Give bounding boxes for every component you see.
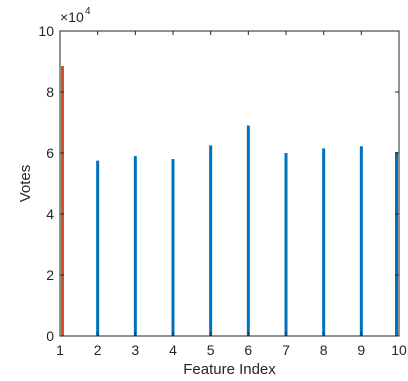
bar-feature-7 (284, 153, 288, 336)
x-tick-label: 8 (320, 342, 328, 358)
bar-feature-9 (359, 146, 363, 336)
y-tick-label: 10 (38, 23, 54, 39)
bars-group (61, 66, 398, 336)
x-tick-label: 3 (131, 342, 139, 358)
bar-feature-4 (171, 159, 175, 336)
y-axis-label: Votes (17, 165, 34, 203)
plot-area-frame (59, 30, 400, 337)
x-tick-label: 9 (357, 342, 365, 358)
bar-feature-6 (246, 125, 250, 336)
x-tick-label: 10 (391, 342, 407, 358)
axes-group (59, 30, 400, 337)
x-axis-label: Feature Index (183, 361, 276, 378)
x-tick-label: 4 (169, 342, 177, 358)
y-axis-exponent-base: ×10 (60, 9, 84, 25)
x-tick-label: 2 (94, 342, 102, 358)
x-tick-label: 6 (244, 342, 252, 358)
x-tick-label: 7 (282, 342, 290, 358)
y-tick-label: 0 (46, 328, 54, 344)
bar-feature-5 (209, 145, 213, 336)
bar-feature-1 (61, 66, 64, 336)
bar-feature-3 (133, 156, 137, 336)
x-tick-label: 5 (207, 342, 215, 358)
x-tick-label: 1 (56, 342, 64, 358)
x-axis-ticks: 1 2 3 4 5 6 7 8 9 10 (56, 31, 407, 358)
y-tick-label: 6 (46, 145, 54, 161)
y-tick-label: 2 (46, 267, 54, 283)
y-tick-label: 8 (46, 84, 54, 100)
bar-feature-2 (96, 160, 100, 336)
y-tick-label: 4 (46, 206, 54, 222)
bar-feature-8 (322, 148, 326, 336)
bar-feature-10 (395, 152, 398, 336)
y-axis-exponent-power: 4 (85, 6, 91, 17)
y-axis-ticks: 0 2 4 6 8 10 (38, 23, 399, 344)
